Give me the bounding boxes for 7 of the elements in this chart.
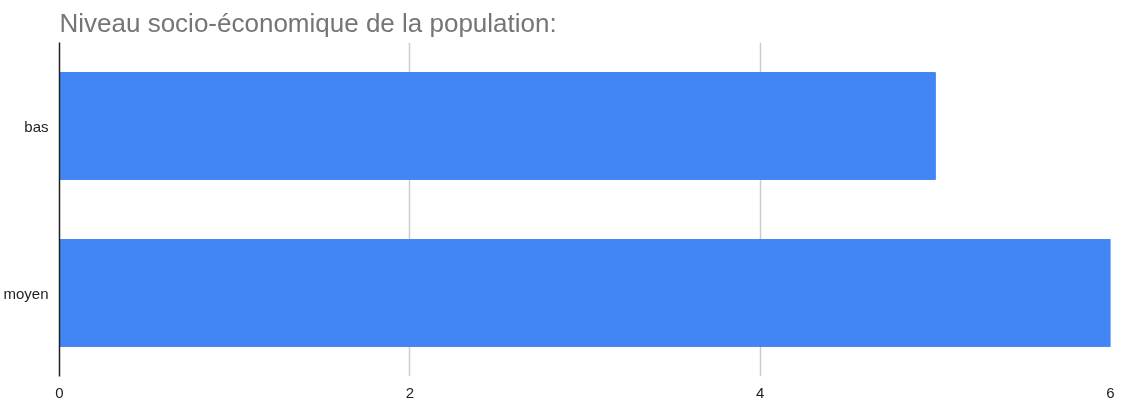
x-tick-label: 2: [405, 383, 415, 401]
chart-title: Niveau socio-économique de la population:: [59, 7, 557, 38]
y-tick-label: bas: [24, 117, 49, 135]
x-tick-label: 0: [55, 383, 64, 401]
y-tick-label: moyen: [3, 284, 49, 302]
x-tick-label: 6: [1106, 383, 1115, 401]
x-tick-label: 4: [756, 383, 765, 401]
